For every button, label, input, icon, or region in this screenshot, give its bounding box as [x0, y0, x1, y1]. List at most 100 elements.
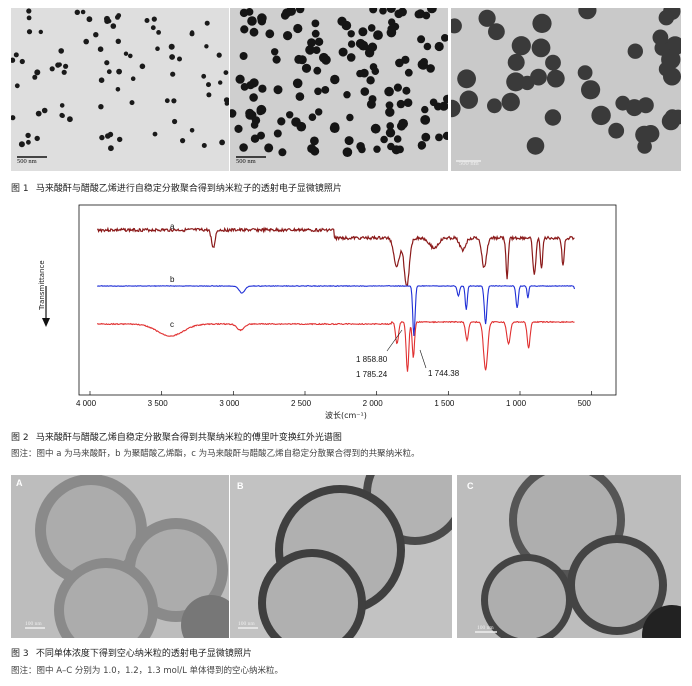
nanoparticle	[370, 123, 381, 134]
nanoparticle	[216, 52, 222, 58]
nanoparticle	[129, 100, 135, 106]
figure3-note: 图注：图中 A–C 分别为 1.0，1.2，1.3 mol/L 单体得到的空心纳…	[11, 666, 284, 676]
nanoparticle	[577, 65, 593, 80]
nanoparticle	[240, 83, 249, 91]
nanoparticle	[305, 45, 315, 55]
nanoparticle	[457, 69, 476, 89]
figure3-caption-text: 不同单体浓度下得到空心纳米粒的透射电子显微镜照片	[35, 649, 252, 659]
arrow-head-icon	[42, 318, 50, 327]
nanoparticle	[544, 109, 562, 126]
nanoparticle	[108, 145, 114, 152]
nanoparticle	[295, 92, 305, 101]
nanoparticle	[18, 141, 25, 148]
nanoparticle	[169, 54, 176, 60]
nanoparticle	[511, 36, 531, 56]
nanoparticle	[526, 137, 545, 155]
nanoparticle	[347, 30, 355, 38]
nanoparticle	[417, 35, 426, 44]
nanoparticle	[398, 118, 408, 129]
nanoparticle	[115, 14, 120, 20]
nanoparticle	[379, 8, 387, 15]
nanoparticle	[420, 58, 428, 66]
nanoparticle	[546, 69, 565, 88]
figure3-panel-b: B 100 nm	[230, 475, 452, 638]
nanoparticle	[307, 38, 316, 47]
nanoparticle	[359, 68, 369, 78]
nanoparticle	[278, 148, 287, 157]
nanoparticle	[420, 115, 431, 125]
series-b-line	[96, 285, 576, 337]
nanoparticle	[293, 23, 303, 34]
nanoparticle	[545, 54, 561, 71]
nanoparticle	[402, 86, 411, 95]
nanoparticle	[451, 99, 461, 118]
nanoparticle	[201, 73, 207, 79]
nanoparticle	[240, 25, 249, 34]
nanoparticle	[435, 133, 443, 142]
nanoparticle	[360, 87, 370, 96]
nanoparticle	[661, 49, 681, 70]
nanoparticle	[239, 52, 248, 60]
figure1-caption-text: 马来酸酐与醋酸乙烯进行自稳定分散聚合得到纳米粒子的透射电子显微镜照片	[35, 184, 342, 194]
x-tick-label: 2 000	[362, 399, 383, 408]
nanoparticle	[403, 98, 413, 107]
nanoparticle	[170, 71, 176, 77]
nanoparticle	[38, 29, 43, 35]
nanoparticle	[277, 117, 286, 126]
nanoparticle	[488, 23, 505, 41]
nanoparticles	[230, 8, 448, 157]
nanoparticle	[32, 74, 38, 80]
nanoparticle	[239, 8, 249, 18]
nanoparticle	[150, 25, 156, 31]
nanoparticle	[110, 23, 117, 29]
nanoparticle	[26, 139, 31, 145]
nanoparticle	[393, 83, 402, 92]
nanoparticle	[393, 135, 402, 143]
plot-frame	[78, 204, 617, 396]
series-a-line	[96, 226, 575, 287]
nanoparticle	[396, 99, 406, 109]
nanoparticle	[106, 69, 112, 75]
nanoparticle	[41, 107, 48, 114]
nanoparticle	[627, 43, 643, 59]
nanoparticle	[249, 93, 258, 102]
x-tick-label: 500	[577, 399, 592, 408]
nanoparticle	[256, 107, 264, 116]
nanoparticle	[312, 46, 321, 54]
figure3-panel-c: C 100 nm	[457, 475, 681, 638]
nanoparticle	[59, 112, 65, 118]
nanoparticle	[442, 131, 448, 140]
nanoparticle	[172, 118, 178, 125]
nanoparticle	[204, 20, 210, 26]
figure2-note: 图注：图中 a 为马来酸酐，b 为聚醋酸乙烯酯，c 为马来酸酐与醋酸乙烯自稳定分…	[11, 449, 420, 459]
nanoparticle	[283, 31, 293, 41]
nanoparticle	[367, 42, 378, 52]
nanoparticle	[128, 53, 133, 59]
nanoparticle	[343, 91, 351, 99]
nanoparticle	[346, 113, 354, 122]
nanoparticle	[245, 108, 255, 118]
nanoparticle	[218, 80, 223, 85]
nanoparticle	[265, 29, 275, 39]
figure2-caption: 图 2 马来酸酐与醋酸乙烯自稳定分散聚合得到共聚纳米粒的傅里叶变换红外光谱图	[11, 432, 342, 444]
nanoparticle	[294, 54, 304, 64]
nanoparticle	[311, 29, 320, 38]
nanoparticle	[367, 24, 376, 32]
figure3-caption: 图 3 不同单体浓度下得到空心纳米粒的透射电子显微镜照片	[11, 648, 252, 660]
x-tick-label: 1 000	[506, 399, 527, 408]
nanoparticle	[80, 9, 86, 15]
nanoparticle	[346, 53, 356, 62]
nanoparticle	[11, 57, 16, 63]
y-axis-label: Transmittance	[38, 260, 46, 310]
nanoparticle	[239, 143, 248, 152]
nanoparticle	[404, 68, 413, 77]
nanoparticle	[386, 8, 396, 13]
nanoparticle	[386, 122, 394, 130]
nanoparticle	[380, 135, 388, 144]
nanoparticle	[49, 66, 55, 72]
figure1-number: 图 1	[11, 184, 29, 194]
nanoparticle	[26, 8, 32, 14]
nanoparticle	[487, 98, 502, 114]
nanoparticle	[501, 92, 520, 112]
nanoparticle	[311, 19, 320, 28]
